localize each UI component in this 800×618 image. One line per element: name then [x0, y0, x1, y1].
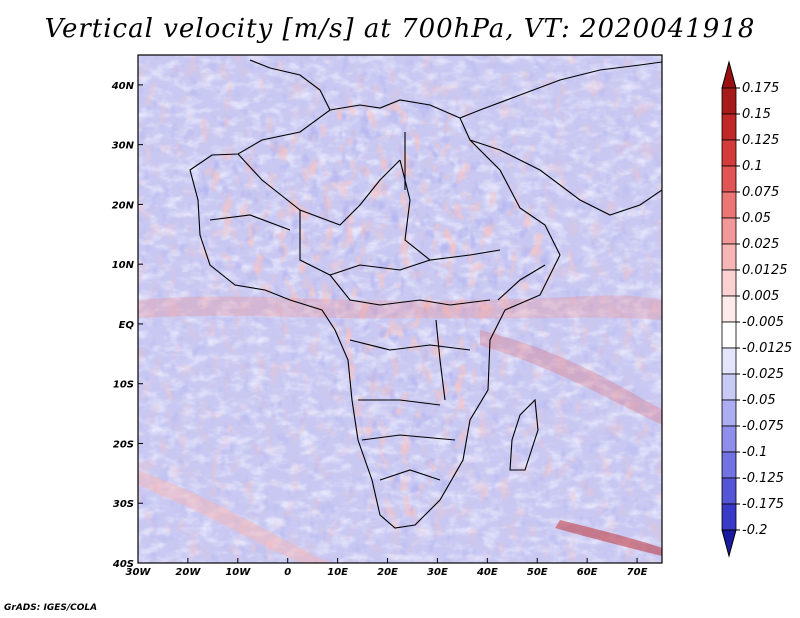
colorbar-label: 0.05 [742, 211, 771, 226]
velocity-field [138, 55, 662, 563]
colorbar-label: 0.175 [742, 81, 779, 96]
colorbar-label: -0.2 [742, 523, 767, 538]
lat-tick-label: 40N [111, 81, 135, 92]
colorbar-swatch [721, 113, 737, 141]
colorbar-swatch [721, 139, 737, 167]
colorbar-swatch [721, 165, 737, 193]
lon-tick-label: 0 [284, 567, 291, 578]
map-title: Vertical velocity [m/s] at 700hPa, VT: 2… [44, 14, 756, 44]
lat-tick-label: EQ [119, 320, 135, 331]
plot-frame [137, 54, 663, 564]
lon-tick-label: 30W [126, 567, 152, 578]
lat-tick-label: 10N [112, 260, 135, 271]
lon-tick-label: 10W [225, 567, 251, 578]
colorbar-swatch [721, 477, 737, 505]
lon-tick-label: 10E [327, 567, 348, 578]
colorbar-label: -0.025 [742, 367, 784, 382]
colorbar-swatch [721, 191, 737, 219]
colorbar-label: -0.125 [742, 471, 784, 486]
lon-tick-label: 60E [577, 567, 598, 578]
lon-tick-label: 50E [527, 567, 548, 578]
lat-tick-label: 10S [113, 380, 134, 391]
lon-tick-label: 20W [175, 567, 201, 578]
colorbar-swatch [721, 243, 737, 271]
colorbar-bottom-extension [721, 529, 737, 558]
colorbar-label: 0.075 [742, 185, 779, 200]
colorbar-swatch [721, 295, 737, 323]
colorbar-swatch [721, 503, 737, 531]
lat-tick-label: 30N [112, 141, 135, 152]
colorbar-label: 0.025 [742, 237, 779, 252]
longitude-axis: 30W 20W 10W 0 10E 20E 30E 40E 50E 60E 70E [126, 558, 648, 578]
lon-tick-label: 30E [427, 567, 448, 578]
colorbar-label: -0.0125 [742, 341, 792, 356]
lat-tick-label: 30S [113, 499, 134, 510]
colorbar-label: -0.075 [742, 419, 784, 434]
colorbar: 0.175 0.15 0.125 0.1 0.075 0.05 0.025 0.0125 0.0… [721, 60, 792, 558]
lat-tick-label: 20N [112, 200, 135, 211]
colorbar-swatch [721, 217, 737, 245]
colorbar-label: 0.125 [742, 133, 779, 148]
colorbar-swatch [721, 87, 737, 115]
colorbar-swatch [721, 269, 737, 297]
grads-credit: GrADS: IGES/COLA [4, 603, 98, 613]
colorbar-label: -0.175 [742, 497, 784, 512]
lat-tick-label: 20S [113, 439, 134, 450]
colorbar-swatch [721, 321, 737, 349]
colorbar-swatch [721, 425, 737, 453]
colorbar-top-extension [721, 60, 737, 89]
latitude-axis: 40N 30N 20N 10N EQ 10S 20S 30S 40S [111, 81, 143, 570]
colorbar-swatch [721, 451, 737, 479]
colorbar-label: 0.0125 [742, 263, 788, 278]
colorbar-swatch [721, 373, 737, 401]
colorbar-label: -0.1 [742, 445, 767, 460]
coastlines [189, 59, 662, 529]
colorbar-label: 0.005 [742, 289, 779, 304]
lon-tick-label: 70E [627, 567, 648, 578]
lat-tick-label: 40S [112, 559, 134, 570]
colorbar-label: -0.05 [742, 393, 776, 408]
colorbar-swatch [721, 347, 737, 375]
lon-tick-label: 20E [377, 567, 398, 578]
lon-tick-label: 40E [476, 567, 498, 578]
colorbar-label: 0.15 [742, 107, 771, 122]
colorbar-swatch [721, 399, 737, 427]
colorbar-label: -0.005 [742, 315, 784, 330]
colorbar-label: 0.1 [742, 159, 763, 174]
